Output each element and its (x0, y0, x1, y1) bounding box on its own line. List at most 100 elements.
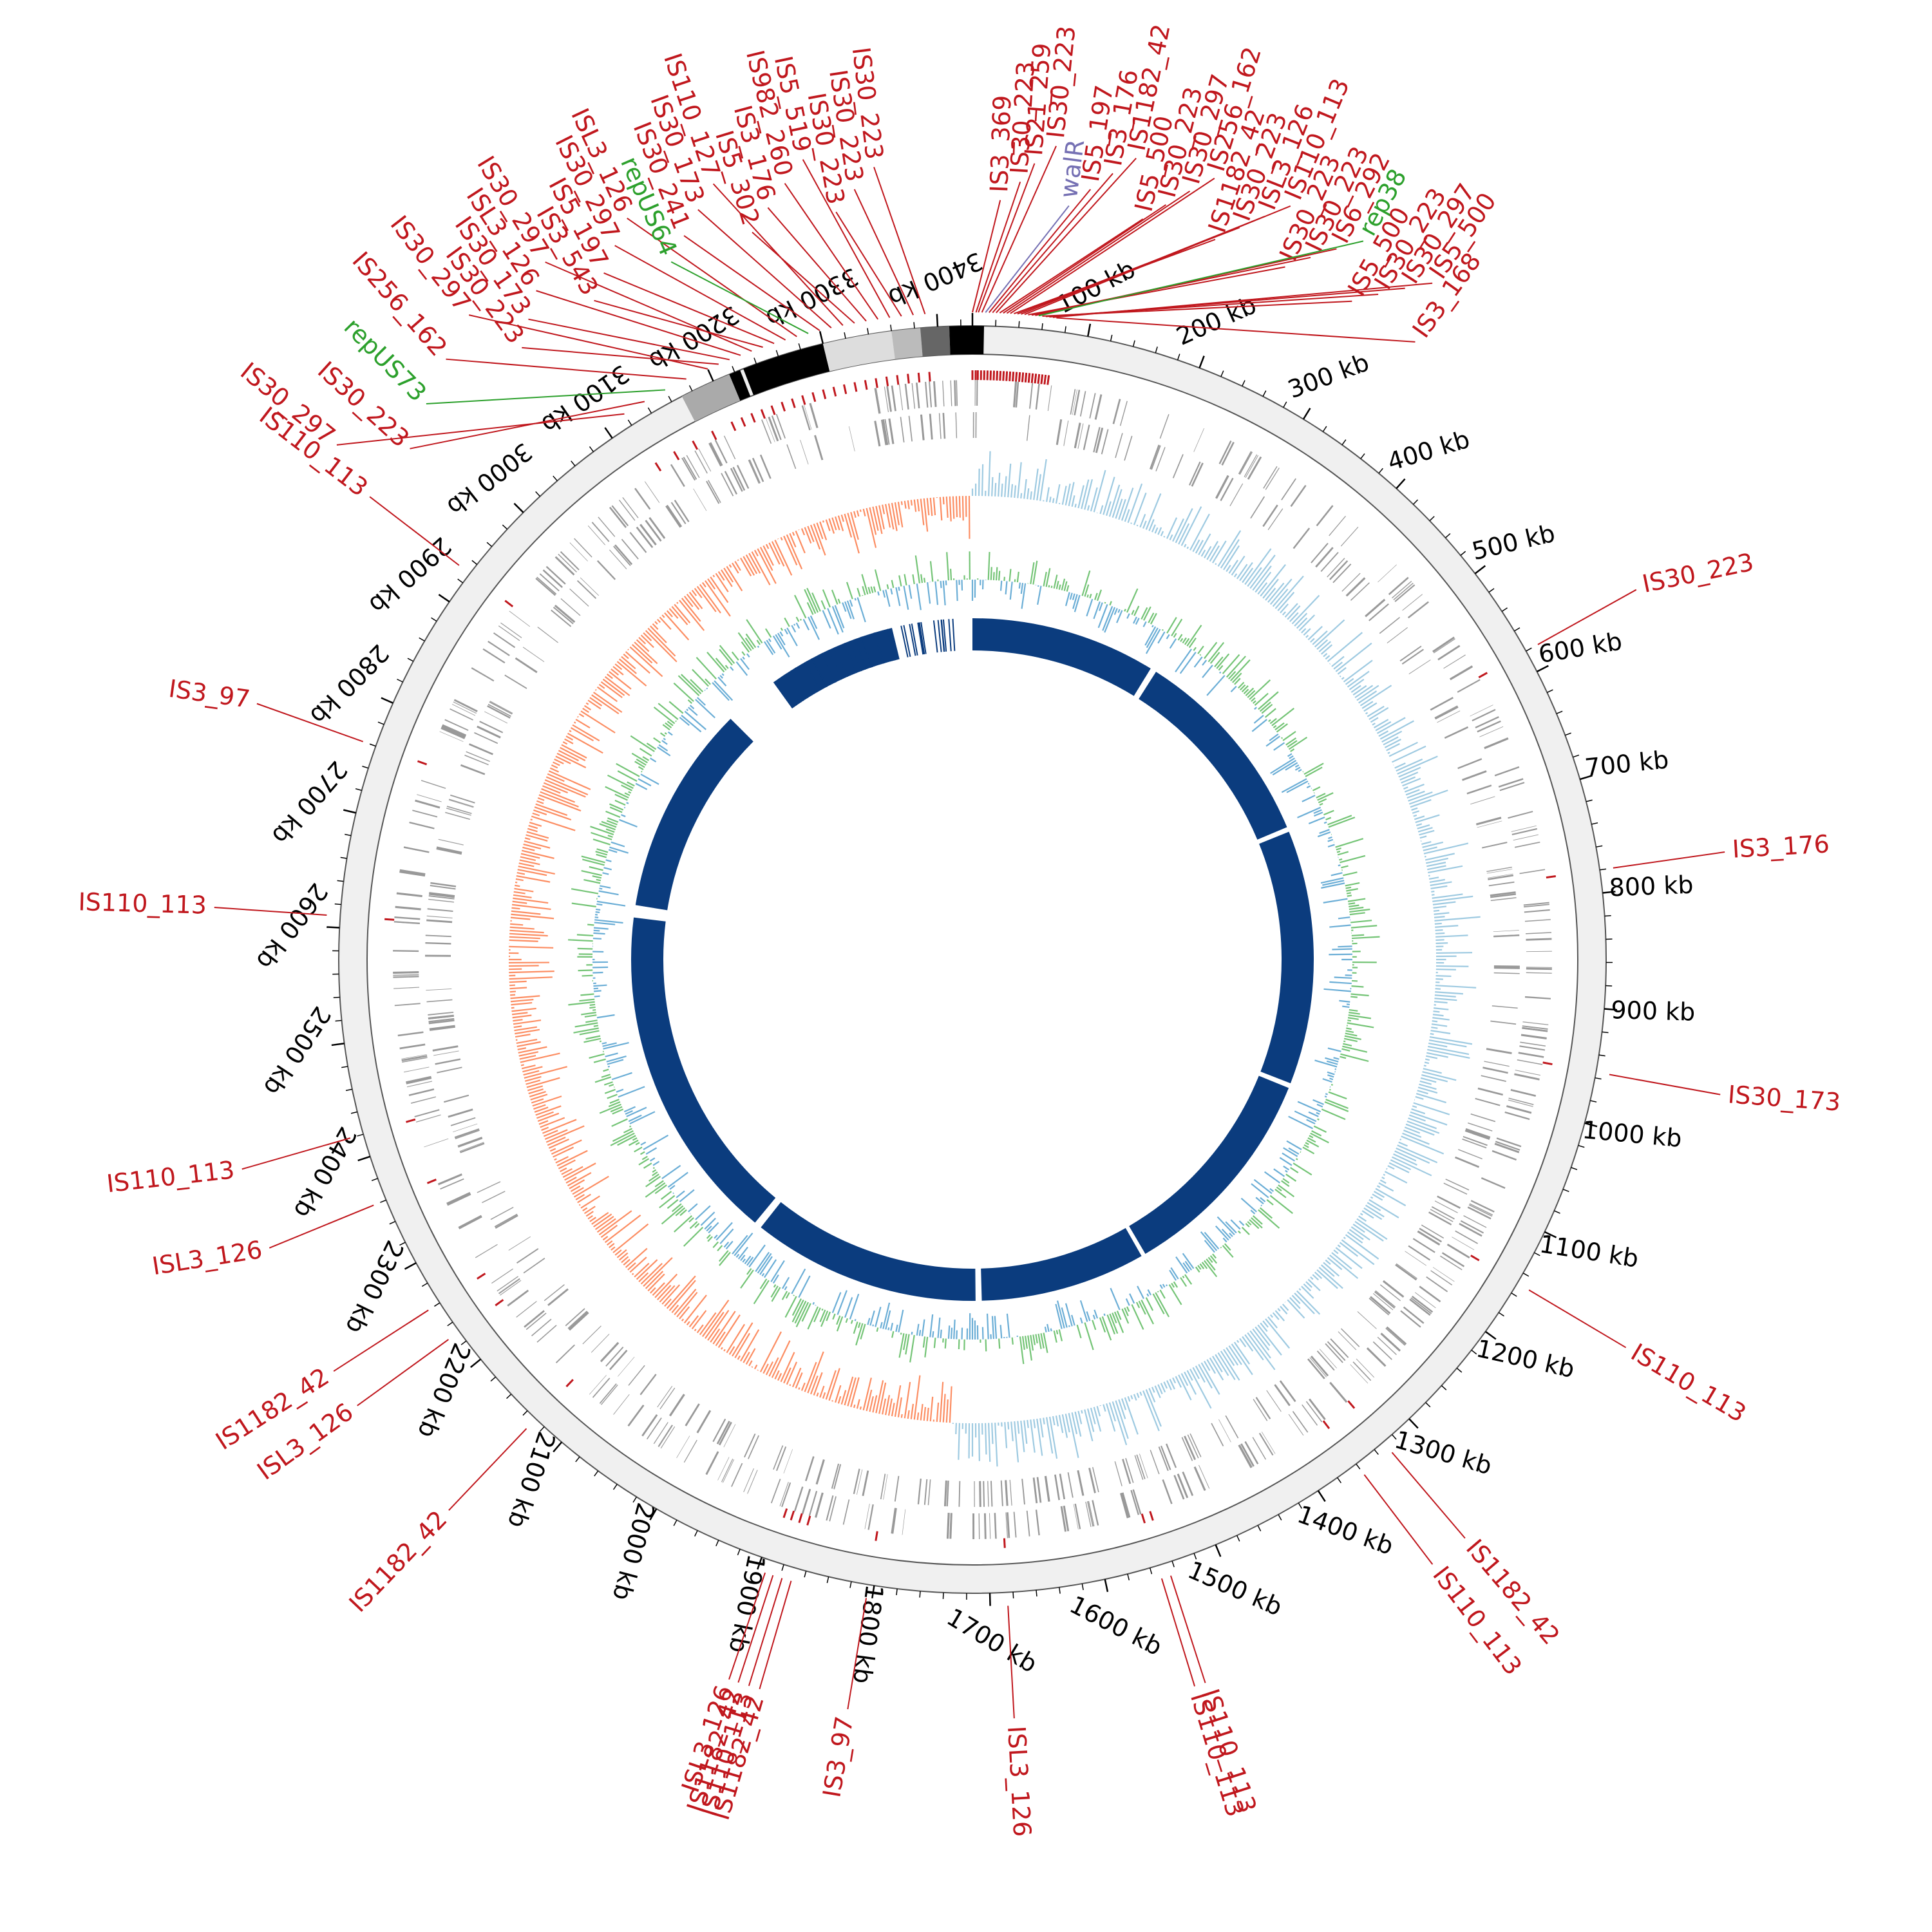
skew-bar (1434, 998, 1457, 1001)
cds-mark (441, 726, 466, 738)
skew-bar (511, 907, 520, 910)
skew-bar (1018, 582, 1021, 589)
skew-bar (986, 1313, 989, 1340)
cds-mark (1443, 654, 1466, 669)
scale-tick (553, 1441, 563, 1453)
cds-mark (1479, 726, 1504, 737)
skew-bar (1077, 485, 1084, 509)
skew-bar (1269, 1195, 1293, 1215)
skew-bar (1354, 685, 1374, 699)
skew-bar (513, 1019, 523, 1022)
skew-bar (1363, 702, 1378, 712)
skew-bar (929, 1314, 934, 1338)
skew-bar (1209, 1255, 1218, 1264)
skew-bar (816, 522, 824, 540)
skew-bar (1421, 1074, 1448, 1083)
skew-bar (592, 838, 611, 846)
cds-mark (466, 751, 490, 762)
skew-bar (705, 1311, 724, 1339)
skew-bar (1027, 1419, 1029, 1428)
skew-bar (853, 511, 857, 518)
skew-bar (1434, 916, 1481, 922)
skew-bar (623, 1106, 636, 1113)
skew-bar (1178, 1374, 1192, 1401)
cds-mark (455, 1130, 480, 1140)
skew-bar (518, 862, 535, 867)
skew-bar (663, 737, 666, 741)
skew-bar (1157, 1384, 1163, 1394)
skew-bar (1345, 882, 1360, 887)
is-marker (673, 451, 680, 460)
skew-bar (706, 1234, 711, 1239)
cds-mark (1452, 1236, 1475, 1251)
skew-bar (1327, 1071, 1335, 1075)
skew-bar (542, 1119, 577, 1134)
cds-mark (1437, 1195, 1461, 1209)
skew-bar (853, 1321, 858, 1334)
cds-mark (925, 381, 929, 408)
cds-mark (447, 1193, 471, 1206)
skew-bar (836, 1315, 841, 1325)
skew-bar (781, 1291, 788, 1300)
skew-bar (543, 1130, 558, 1137)
skew-bar (813, 1372, 823, 1396)
skew-bar (654, 1180, 664, 1188)
skew-bar (1084, 1322, 1094, 1350)
skew-bar (1349, 908, 1370, 913)
cds-mark (724, 471, 738, 495)
skew-bar (549, 1148, 556, 1152)
skew-bar (717, 571, 725, 581)
skew-bar (1339, 858, 1343, 861)
skew-bar (913, 1375, 921, 1420)
skew-bar (618, 1086, 645, 1098)
cds-mark (1368, 1298, 1390, 1316)
cds-mark (1329, 560, 1349, 580)
skew-bar (596, 900, 626, 907)
cds-mark (417, 794, 442, 802)
skew-bar (548, 1138, 569, 1149)
skew-bar (1225, 1221, 1237, 1234)
skew-bar (1003, 576, 1005, 582)
skew-bar (554, 1158, 557, 1161)
cds-mark (644, 481, 660, 503)
cds-mark (1320, 551, 1339, 573)
skew-bar (816, 1392, 819, 1397)
skew-bar (1381, 730, 1403, 743)
cds-mark (1338, 1331, 1357, 1350)
cds-mark (1368, 603, 1389, 621)
skew-bar (1254, 692, 1269, 706)
scale-tick (1177, 354, 1180, 361)
skew-bar (679, 1306, 690, 1320)
skew-bar (1045, 568, 1051, 587)
skew-bar (1363, 1207, 1383, 1220)
annotation-leader (1609, 1074, 1721, 1095)
skew-bar (857, 587, 861, 597)
skew-bar (908, 585, 913, 599)
annotation-leader (1038, 240, 1364, 317)
scale-tick (1087, 323, 1092, 337)
skew-bar (1055, 1415, 1059, 1427)
annotation-leader (336, 413, 625, 446)
scale-tick-label: 2500 kb (258, 1001, 336, 1101)
scale-tick (1391, 1434, 1397, 1440)
skew-bar (710, 576, 729, 603)
skew-bar (1254, 706, 1257, 710)
skew-bar (608, 849, 618, 853)
scale-tick-label: 2400 kb (288, 1122, 362, 1222)
scale-tick-label: 500 kb (1469, 519, 1557, 566)
cds-mark (1428, 1211, 1452, 1226)
skew-bar (1278, 1184, 1295, 1198)
skew-bar (1306, 1119, 1316, 1124)
cds-mark (683, 1439, 697, 1463)
skew-bar (882, 504, 886, 515)
skew-bar (1316, 1112, 1320, 1115)
cds-mark (1162, 1479, 1173, 1504)
annotation-label: IS30_223 (1005, 61, 1040, 175)
skew-bar (598, 683, 605, 689)
skew-bar (1258, 691, 1279, 710)
cds-mark (1244, 454, 1258, 477)
skew-bar (1434, 994, 1456, 998)
cds-mark (771, 415, 782, 440)
skew-bar (728, 564, 732, 568)
scale-tick (1471, 1349, 1477, 1355)
